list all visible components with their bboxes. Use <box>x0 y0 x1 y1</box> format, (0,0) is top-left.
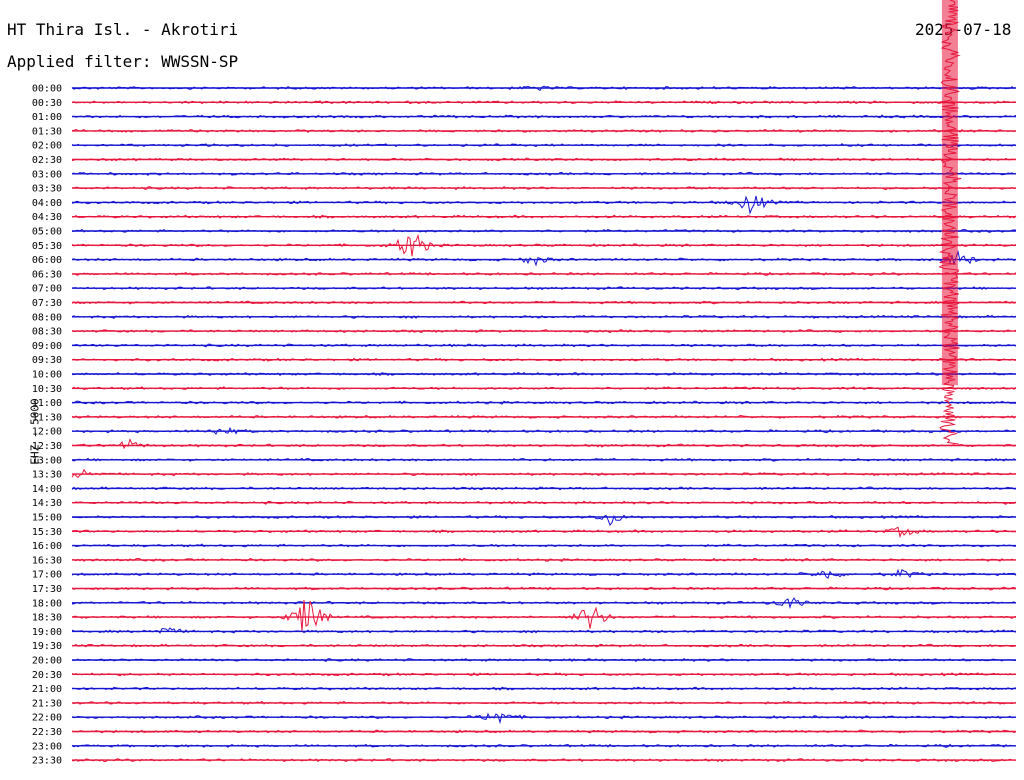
time-tick-label: 16:00 <box>32 541 62 552</box>
time-tick-label: 23:30 <box>32 756 62 767</box>
time-tick-label: 01:30 <box>32 126 62 137</box>
main-event-envelope <box>941 0 958 386</box>
trace-line <box>71 627 1017 634</box>
date-label: 2025-07-18 <box>915 20 1012 39</box>
time-tick-label: 13:00 <box>32 455 62 466</box>
time-tick-label: 22:00 <box>32 713 62 724</box>
time-tick-label: 05:30 <box>32 241 62 252</box>
trace-line <box>71 437 1017 450</box>
time-tick-label: 18:00 <box>32 598 62 609</box>
trace-line <box>71 712 1016 725</box>
time-tick-label: 12:00 <box>32 427 62 438</box>
time-tick-label: 02:00 <box>32 141 62 152</box>
time-tick-label: 07:00 <box>32 284 62 295</box>
time-tick-label: 03:30 <box>32 184 62 195</box>
time-tick-label: 04:00 <box>32 198 62 209</box>
time-tick-label: 04:30 <box>32 212 62 223</box>
trace-line <box>71 249 1017 267</box>
time-tick-label: 19:30 <box>32 641 62 652</box>
time-tick-label: 21:00 <box>32 684 62 695</box>
station-title: HT Thira Isl. - Akrotiri <box>7 20 239 39</box>
seismic-traces <box>71 85 1017 763</box>
time-tick-label: 14:00 <box>32 484 62 495</box>
time-tick-label: 08:00 <box>32 312 62 323</box>
time-labels: 00:00 00:30 01:00 01:30 02:00 02:30 03:00 03:30… <box>32 84 62 767</box>
time-tick-label: 22:30 <box>32 727 62 738</box>
time-tick-label: 10:00 <box>32 370 62 381</box>
time-tick-label: 07:30 <box>32 298 62 309</box>
time-tick-label: 06:30 <box>32 269 62 280</box>
time-tick-label: 20:30 <box>32 670 62 681</box>
time-tick-label: 11:30 <box>32 412 62 423</box>
time-tick-label: 10:30 <box>32 384 62 395</box>
time-tick-label: 17:00 <box>32 570 62 581</box>
time-tick-label: 08:30 <box>32 327 62 338</box>
time-tick-label: 18:30 <box>32 613 62 624</box>
time-tick-label: 00:30 <box>32 98 62 109</box>
time-tick-label: 03:00 <box>32 169 62 180</box>
time-tick-label: 02:30 <box>32 155 62 166</box>
time-tick-label: 23:00 <box>32 741 62 752</box>
time-tick-label: 00:00 <box>32 84 62 95</box>
trace-line <box>71 599 1017 632</box>
time-tick-label: 19:00 <box>32 627 62 638</box>
time-tick-label: 13:30 <box>32 470 62 481</box>
time-tick-label: 21:30 <box>32 698 62 709</box>
time-tick-label: 09:00 <box>32 341 62 352</box>
filter-label: Applied filter: WWSSN-SP <box>7 52 239 71</box>
trace-line <box>71 195 1017 215</box>
time-tick-label: 17:30 <box>32 584 62 595</box>
time-tick-label: 14:30 <box>32 498 62 509</box>
time-tick-label: 09:30 <box>32 355 62 366</box>
time-tick-label: 15:30 <box>32 527 62 538</box>
time-tick-label: 11:00 <box>32 398 62 409</box>
time-tick-label: 06:00 <box>32 255 62 266</box>
time-tick-label: 05:00 <box>32 227 62 238</box>
time-tick-label: 12:30 <box>32 441 62 452</box>
main-earthquake-trace <box>938 0 962 445</box>
time-tick-label: 15:00 <box>32 513 62 524</box>
time-tick-label: 01:00 <box>32 112 62 123</box>
time-tick-label: 16:30 <box>32 555 62 566</box>
time-tick-label: 20:00 <box>32 656 62 667</box>
